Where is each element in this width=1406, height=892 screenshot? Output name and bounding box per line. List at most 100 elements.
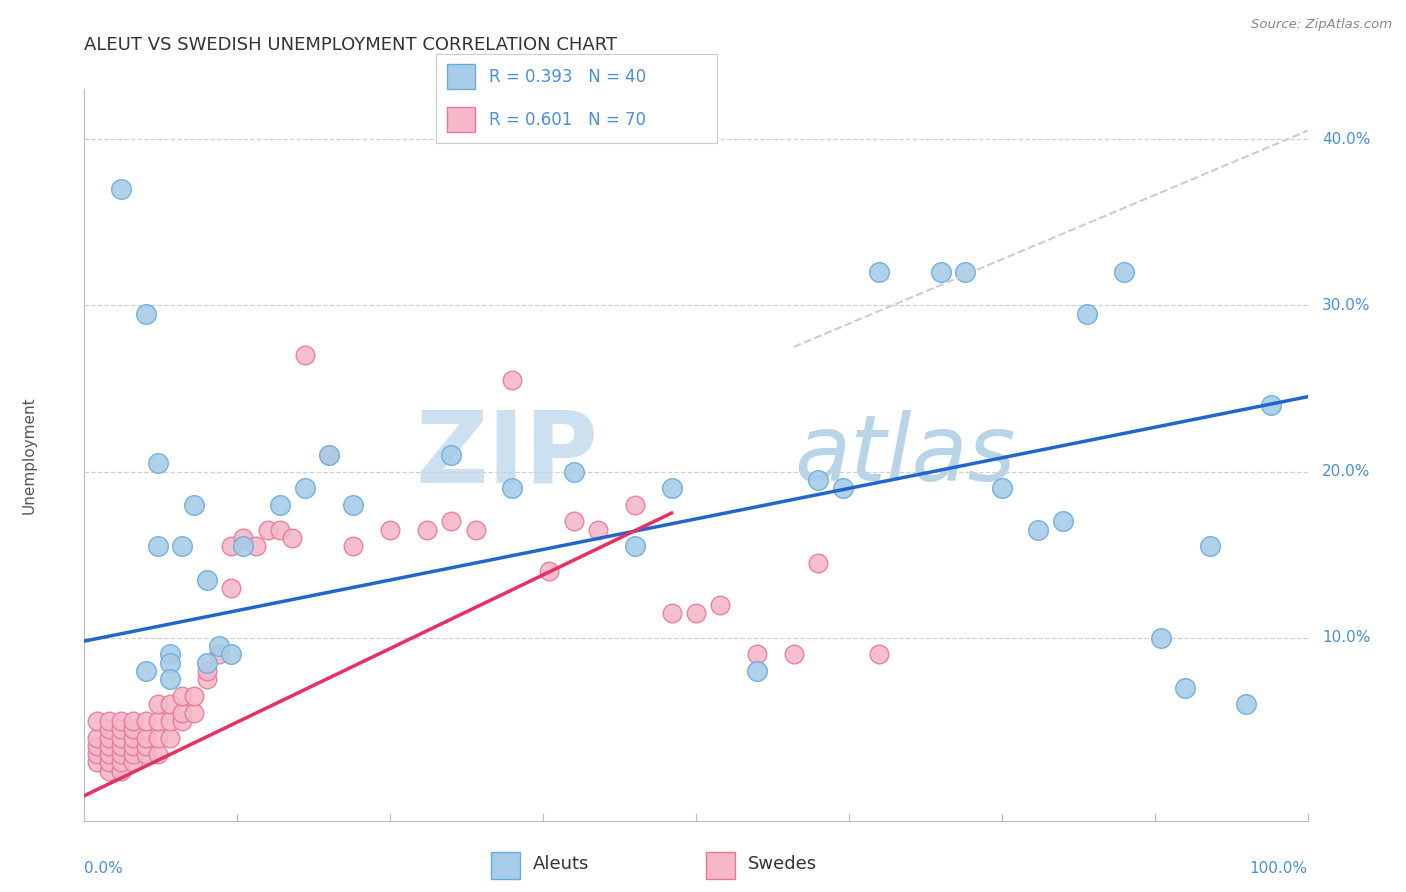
Point bbox=[208, 639, 231, 653]
Point bbox=[747, 648, 769, 662]
Point bbox=[1052, 515, 1074, 529]
Point bbox=[440, 515, 463, 529]
Point bbox=[110, 747, 132, 761]
Text: 100.0%: 100.0% bbox=[1250, 861, 1308, 876]
Point bbox=[869, 648, 891, 662]
Point bbox=[269, 498, 291, 512]
Point bbox=[1076, 307, 1098, 321]
Point bbox=[159, 656, 181, 670]
Point bbox=[929, 265, 952, 279]
Text: 0.0%: 0.0% bbox=[84, 861, 124, 876]
Point bbox=[97, 714, 120, 728]
Point bbox=[110, 739, 132, 753]
Point bbox=[831, 481, 853, 495]
Point bbox=[624, 498, 647, 512]
Point bbox=[869, 265, 891, 279]
Point bbox=[440, 448, 463, 462]
Text: R = 0.393   N = 40: R = 0.393 N = 40 bbox=[489, 68, 647, 86]
Point bbox=[807, 473, 830, 487]
Point bbox=[110, 764, 132, 778]
Point bbox=[97, 731, 120, 745]
Point bbox=[86, 739, 108, 753]
Point bbox=[685, 606, 707, 620]
Point bbox=[501, 373, 523, 387]
Point bbox=[97, 756, 120, 770]
Point bbox=[146, 714, 169, 728]
Point bbox=[661, 481, 683, 495]
Point bbox=[195, 664, 218, 678]
Point bbox=[257, 523, 280, 537]
Text: Unemployment: Unemployment bbox=[22, 396, 37, 514]
Point bbox=[135, 664, 157, 678]
Point bbox=[294, 348, 316, 362]
Bar bbox=[706, 852, 735, 879]
Bar bbox=[491, 852, 520, 879]
Point bbox=[97, 764, 120, 778]
Point bbox=[416, 523, 439, 537]
Point bbox=[807, 556, 830, 570]
Point bbox=[709, 598, 731, 612]
Point bbox=[208, 648, 231, 662]
Point bbox=[501, 481, 523, 495]
Point bbox=[269, 523, 291, 537]
Point bbox=[122, 739, 145, 753]
Point bbox=[586, 523, 609, 537]
Point bbox=[122, 756, 145, 770]
Point bbox=[135, 739, 157, 753]
Point bbox=[1150, 631, 1173, 645]
Point bbox=[86, 756, 108, 770]
Point bbox=[661, 606, 683, 620]
Point bbox=[146, 539, 169, 553]
Point bbox=[172, 706, 194, 720]
Point bbox=[122, 723, 145, 737]
Point bbox=[538, 564, 561, 578]
Point bbox=[624, 539, 647, 553]
Point bbox=[183, 689, 205, 703]
Point bbox=[318, 448, 340, 462]
Point bbox=[464, 523, 486, 537]
Point bbox=[86, 714, 108, 728]
Point bbox=[318, 448, 340, 462]
Point bbox=[990, 481, 1012, 495]
Bar bbox=[447, 107, 475, 132]
Point bbox=[159, 714, 181, 728]
Text: 40.0%: 40.0% bbox=[1322, 132, 1371, 146]
Point bbox=[110, 756, 132, 770]
Point bbox=[195, 573, 218, 587]
Point bbox=[86, 731, 108, 745]
Point bbox=[232, 539, 254, 553]
Point bbox=[135, 714, 157, 728]
Point bbox=[110, 182, 132, 196]
Point bbox=[195, 656, 218, 670]
Point bbox=[135, 747, 157, 761]
Text: 30.0%: 30.0% bbox=[1322, 298, 1371, 313]
Point bbox=[953, 265, 976, 279]
Point bbox=[159, 673, 181, 687]
Point bbox=[122, 714, 145, 728]
Point bbox=[219, 539, 242, 553]
Point bbox=[122, 747, 145, 761]
Point bbox=[159, 648, 181, 662]
Point bbox=[97, 739, 120, 753]
Point bbox=[135, 307, 157, 321]
Point bbox=[342, 539, 364, 553]
Point bbox=[747, 664, 769, 678]
Point bbox=[1114, 265, 1136, 279]
Point bbox=[146, 456, 169, 470]
Point bbox=[146, 698, 169, 712]
Text: Aleuts: Aleuts bbox=[533, 855, 589, 873]
Point bbox=[159, 698, 181, 712]
Point bbox=[146, 731, 169, 745]
Text: 10.0%: 10.0% bbox=[1322, 631, 1371, 645]
Point bbox=[135, 731, 157, 745]
Text: atlas: atlas bbox=[794, 410, 1015, 500]
Point bbox=[97, 747, 120, 761]
Point bbox=[1260, 398, 1282, 412]
Point bbox=[1028, 523, 1050, 537]
Text: R = 0.601   N = 70: R = 0.601 N = 70 bbox=[489, 111, 647, 128]
Point bbox=[783, 648, 806, 662]
Point bbox=[159, 731, 181, 745]
Point bbox=[86, 747, 108, 761]
Point bbox=[219, 581, 242, 595]
Point bbox=[342, 498, 364, 512]
